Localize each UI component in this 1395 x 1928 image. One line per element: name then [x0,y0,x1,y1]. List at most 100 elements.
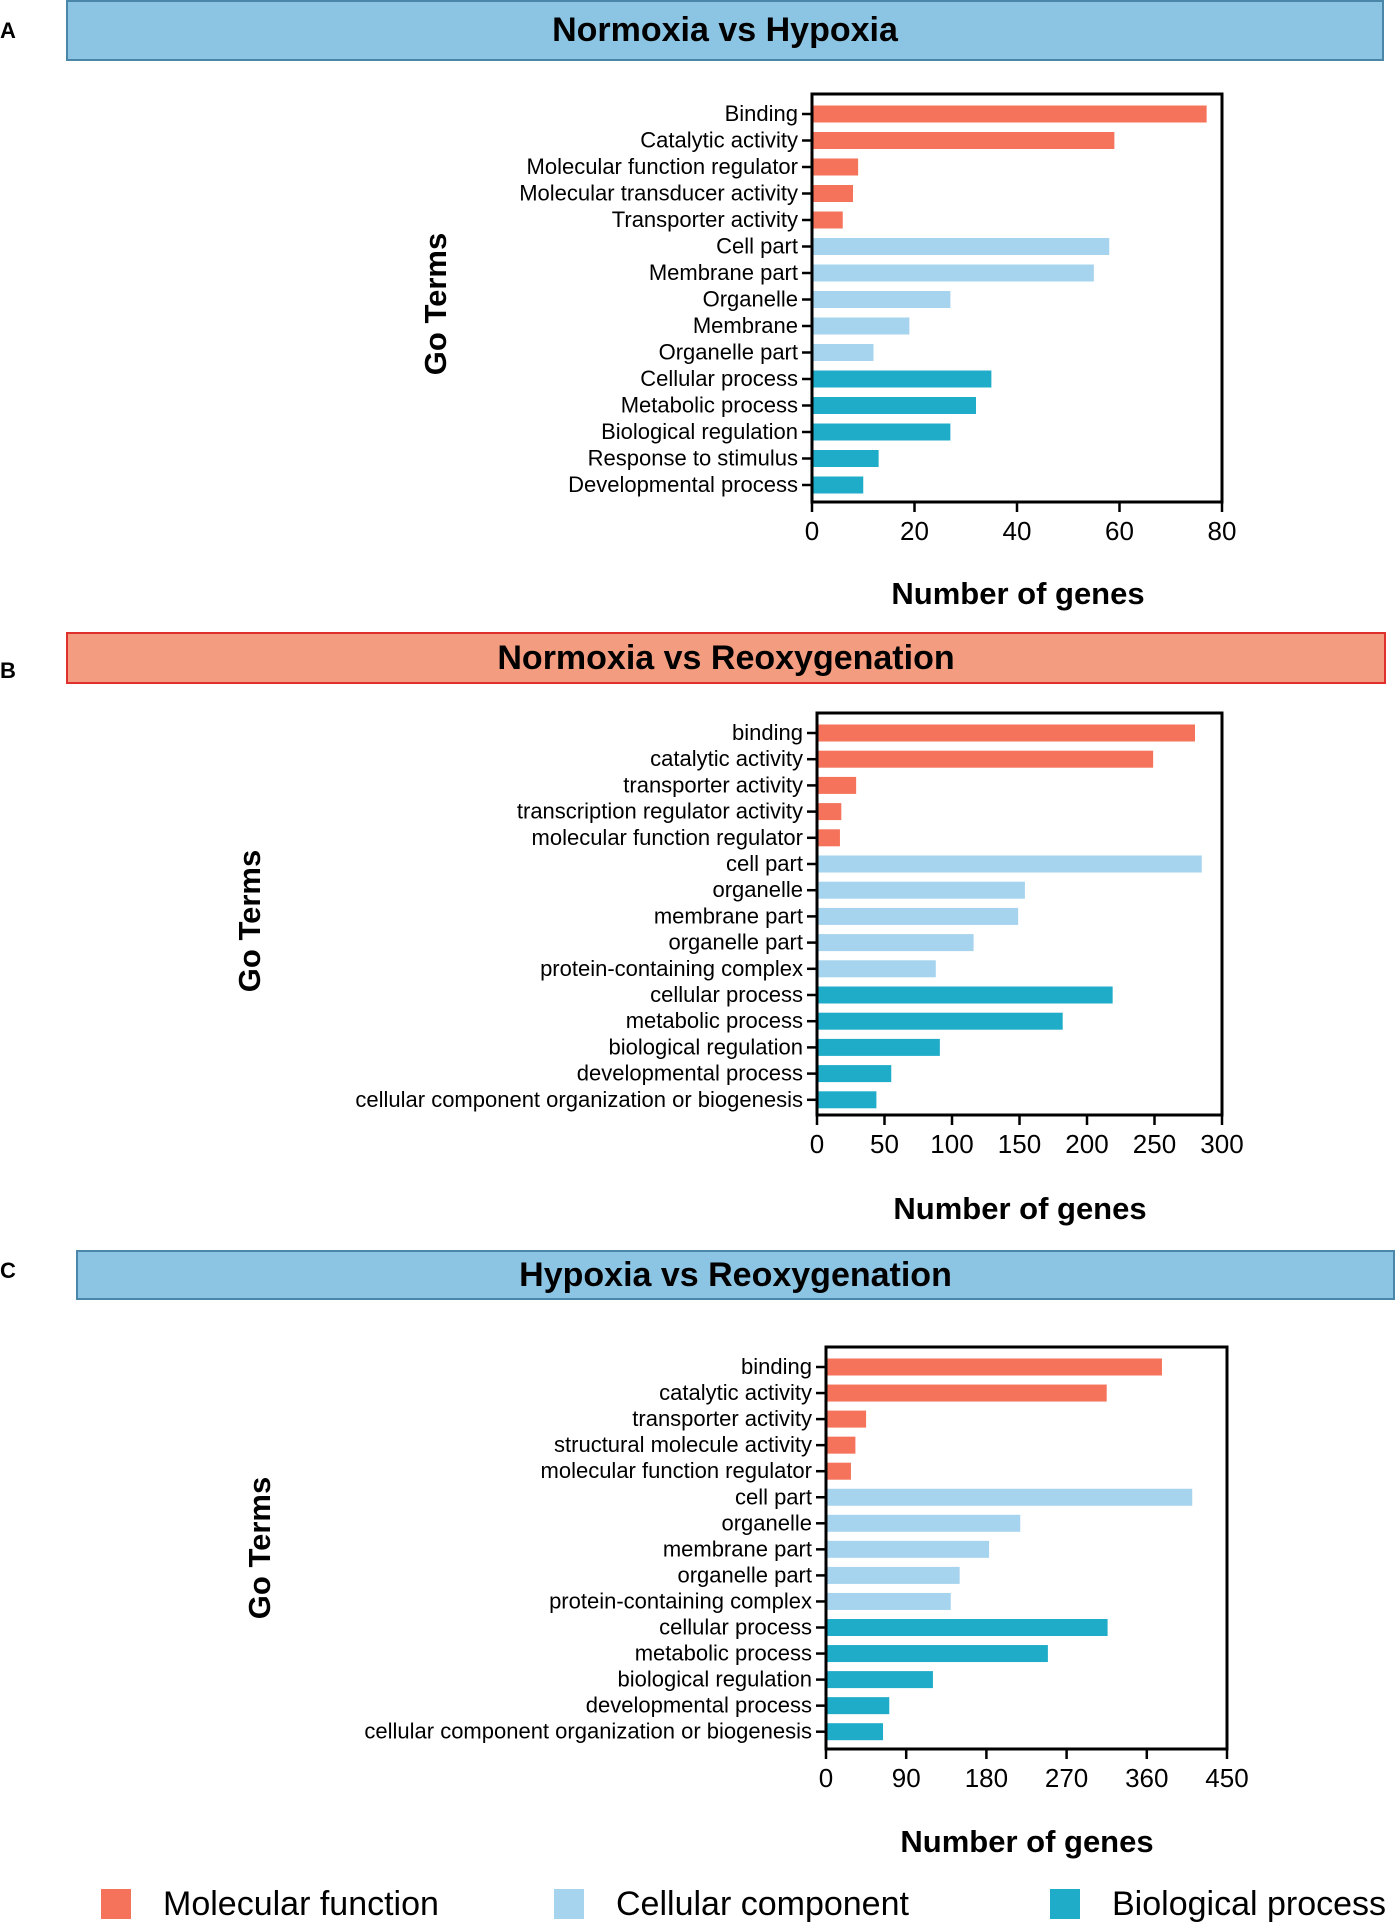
x-tick-label-180: 180 [965,1763,1008,1793]
x-tick-label-250: 250 [1133,1129,1176,1159]
category-label-binding: Binding [725,101,798,126]
bar-response-to-stimulus [812,450,879,467]
bar-metabolic-process [817,1012,1063,1030]
category-label-catalytic-activity: Catalytic activity [640,128,798,153]
category-label-membrane-part: membrane part [663,1536,812,1561]
category-label-organelle: organelle [721,1510,812,1535]
bar-transporter-activity [817,776,857,794]
category-label-membrane-part: membrane part [654,903,803,928]
category-label-biological-regulation: biological regulation [609,1034,803,1059]
x-tick-label-450: 450 [1205,1763,1248,1793]
bar-molecular-transducer-activity [812,185,853,202]
legend-item-biological-process: Biological process [1050,1880,1386,1928]
bar-developmental-process [812,476,864,494]
category-label-organelle-part: Organelle part [659,340,798,365]
category-label-protein-containing-complex: protein-containing complex [549,1588,812,1613]
category-label-organelle-part: organelle part [668,930,803,955]
category-label-metabolic-process: metabolic process [626,1008,803,1033]
bar-membrane-part [817,907,1019,925]
x-tick-label-150: 150 [998,1129,1041,1159]
bar-catalytic-activity [817,750,1154,768]
legend-label-biological-process: Biological process [1112,1884,1387,1923]
bar-catalytic-activity [812,132,1115,149]
bar-membrane-part [812,264,1094,282]
bar-transporter-activity [812,211,843,229]
legend-swatch-cellular-component [554,1889,584,1919]
bar-organelle [826,1514,1021,1532]
category-label-binding: binding [741,1354,812,1379]
panel-letter-c: C [0,1258,16,1283]
bar-cell-part [817,855,1202,873]
x-tick-label-300: 300 [1200,1129,1243,1159]
bar-cellular-process [826,1619,1108,1636]
x-tick-label-0: 0 [810,1129,824,1159]
x-tick-label-90: 90 [892,1763,921,1793]
bar-metabolic-process [826,1645,1048,1663]
legend-item-molecular-function: Molecular function [101,1880,439,1928]
legend-swatch-biological-process [1050,1889,1080,1919]
category-label-cellular-component-organization-or-biogenesis: cellular component organization or bioge… [355,1087,803,1112]
category-label-developmental-process: developmental process [577,1061,803,1086]
x-axis-title: Number of genes [900,1824,1153,1859]
category-label-cellular-process: Cellular process [640,366,798,391]
bar-catalytic-activity [826,1384,1107,1402]
bar-binding [812,105,1207,123]
bar-molecular-function-regulator [817,829,840,847]
bar-protein-containing-complex [817,960,936,978]
legend-item-cellular-component: Cellular component [554,1880,909,1928]
x-tick-label-100: 100 [930,1129,973,1159]
category-label-biological-regulation: biological regulation [618,1667,812,1692]
bar-biological-regulation [812,423,951,441]
bar-cell-part [812,238,1110,255]
category-label-binding: binding [732,720,803,745]
x-tick-label-0: 0 [819,1763,833,1793]
bar-organelle-part [826,1566,960,1584]
x-tick-label-0: 0 [805,516,819,546]
bar-cellular-component-organization-or-biogenesis [826,1723,884,1741]
bar-organelle-part [817,934,974,952]
category-label-molecular-transducer-activity: Molecular transducer activity [519,181,798,206]
bar-molecular-function-regulator [812,158,859,176]
category-label-transcription-regulator-activity: transcription regulator activity [517,799,803,824]
category-label-organelle: organelle [712,877,803,902]
x-axis-title: Number of genes [891,576,1144,611]
bar-biological-regulation [826,1671,933,1689]
bar-transcription-regulator-activity [817,803,842,821]
category-label-catalytic-activity: catalytic activity [659,1380,812,1405]
category-label-molecular-function-regulator: molecular function regulator [541,1458,812,1483]
bar-transporter-activity [826,1410,867,1428]
x-tick-label-60: 60 [1105,516,1134,546]
x-axis-title: Number of genes [893,1191,1146,1226]
panel-letter-b: B [0,658,16,683]
category-label-catalytic-activity: catalytic activity [650,746,803,771]
category-label-organelle-part: organelle part [677,1562,812,1587]
category-label-developmental-process: developmental process [586,1693,812,1718]
legend-swatch-molecular-function [101,1889,131,1919]
bar-organelle [812,291,951,308]
category-label-cell-part: Cell part [716,234,798,259]
category-label-cellular-process: cellular process [659,1615,812,1640]
category-label-cell-part: cell part [726,851,803,876]
bar-cellular-process [817,986,1113,1004]
category-label-metabolic-process: Metabolic process [621,393,798,418]
bar-biological-regulation [817,1038,940,1056]
category-label-molecular-function-regulator: molecular function regulator [532,825,803,850]
bar-protein-containing-complex [826,1592,951,1610]
category-label-membrane-part: Membrane part [649,260,798,285]
bar-membrane-part [826,1540,990,1558]
legend-label-cellular-component: Cellular component [616,1884,909,1923]
x-tick-label-360: 360 [1125,1763,1168,1793]
bar-structural-molecule-activity [826,1436,856,1454]
category-label-response-to-stimulus: Response to stimulus [588,446,798,471]
panel-a-banner: Normoxia vs Hypoxia [66,0,1384,61]
bar-organelle-part [812,344,874,361]
bar-metabolic-process [812,397,976,414]
category-label-cell-part: cell part [735,1484,812,1509]
category-label-transporter-activity: transporter activity [632,1406,812,1431]
bar-cellular-component-organization-or-biogenesis [817,1091,877,1109]
x-tick-label-20: 20 [900,516,929,546]
plot-frame [824,1345,1229,1751]
